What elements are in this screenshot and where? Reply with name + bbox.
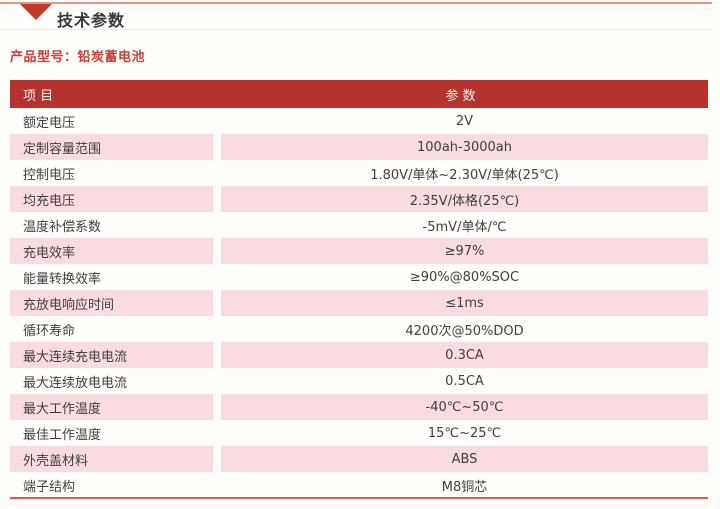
triangle-marker-icon	[20, 4, 52, 20]
spec-value: 0.5CA	[445, 373, 484, 389]
table-row: 最佳工作温度 15℃~25℃	[10, 420, 708, 446]
table-row: 充电效率 ≥97%	[10, 238, 708, 264]
spec-label: 定制容量范围	[10, 134, 213, 160]
product-model-line: 产品型号：铅炭蓄电池	[10, 46, 145, 65]
spec-label: 能量转换效率	[23, 271, 102, 287]
spec-label: 最大连续充电电流	[10, 342, 213, 368]
table-header-row: 项 目 参 数	[10, 80, 708, 108]
section-underline	[0, 29, 712, 30]
table-row: 温度补偿系数 -5mV/单体/℃	[10, 212, 708, 238]
spec-label: 充电效率	[10, 238, 213, 264]
product-model-value: 铅炭蓄电池	[77, 50, 146, 65]
spec-value: 100ah-3000ah	[221, 134, 708, 160]
spec-label: 最大连续放电电流	[23, 375, 128, 391]
spec-value: ≥90%@80%SOC	[409, 269, 520, 285]
top-accent-line	[0, 2, 712, 4]
bottom-accent-line	[10, 497, 708, 499]
spec-value: 2V	[455, 113, 474, 129]
spec-label: 额定电压	[23, 115, 76, 131]
spec-value: M8铜芯	[441, 479, 488, 495]
section-title: 技术参数	[57, 11, 126, 30]
spec-label: 最大工作温度	[10, 394, 213, 420]
spec-value: 0.3CA	[221, 342, 708, 368]
spec-value: -40℃~50℃	[221, 394, 708, 420]
spec-table: 项 目 参 数 额定电压 2V 定制容量范围 100ah-3000ah 控制电压…	[10, 80, 708, 498]
product-model-label: 产品型号：	[10, 50, 78, 65]
spec-label: 充放电响应时间	[10, 290, 213, 316]
table-row: 最大工作温度 -40℃~50℃	[10, 394, 708, 420]
table-row: 定制容量范围 100ah-3000ah	[10, 134, 708, 160]
spec-value: 4200次@50%DOD	[405, 323, 524, 339]
spec-label: 循环寿命	[23, 323, 76, 339]
table-row: 外壳盖材料 ABS	[10, 446, 708, 472]
table-row: 能量转换效率 ≥90%@80%SOC	[10, 264, 708, 290]
table-row: 最大连续充电电流 0.3CA	[10, 342, 708, 368]
spec-label: 最佳工作温度	[23, 427, 102, 443]
table-body: 额定电压 2V 定制容量范围 100ah-3000ah 控制电压 1.80V/单…	[10, 108, 708, 498]
table-row: 端子结构 M8铜芯	[10, 472, 708, 498]
section-header: 技术参数	[0, 0, 720, 30]
column-header-param: 参 数	[445, 88, 476, 104]
spec-value: ≥97%	[221, 238, 708, 264]
spec-value: 15℃~25℃	[427, 425, 502, 441]
table-row: 额定电压 2V	[10, 108, 708, 134]
spec-value: ≤1ms	[221, 290, 708, 316]
spec-label: 控制电压	[23, 167, 76, 183]
spec-value: 1.80V/单体~2.30V/单体(25℃)	[370, 167, 559, 183]
table-row: 循环寿命 4200次@50%DOD	[10, 316, 708, 342]
spec-label: 外壳盖材料	[10, 446, 213, 472]
table-row: 控制电压 1.80V/单体~2.30V/单体(25℃)	[10, 160, 708, 186]
column-header-item: 项 目	[23, 88, 54, 104]
table-row: 最大连续放电电流 0.5CA	[10, 368, 708, 394]
spec-value: 2.35V/体格(25℃)	[221, 186, 708, 212]
spec-value: ABS	[221, 446, 708, 472]
spec-label: 均充电压	[10, 186, 213, 212]
spec-label: 端子结构	[23, 479, 76, 495]
spec-label: 温度补偿系数	[23, 219, 102, 235]
table-row: 均充电压 2.35V/体格(25℃)	[10, 186, 708, 212]
spec-value: -5mV/单体/℃	[422, 219, 507, 235]
table-row: 充放电响应时间 ≤1ms	[10, 290, 708, 316]
